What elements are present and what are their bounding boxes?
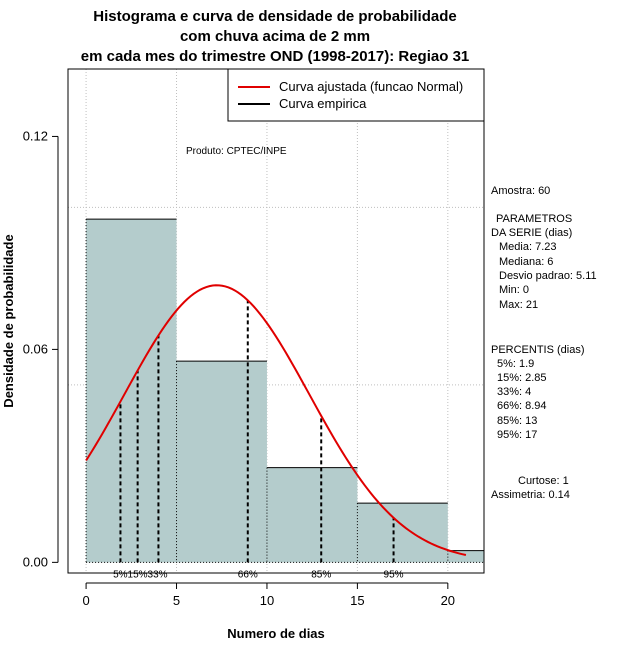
histogram-bar-0 bbox=[86, 219, 177, 563]
chart-title-line-3: em cada mes do trimestre OND (1998-2017)… bbox=[81, 48, 470, 65]
sample-size: Amostra: 60 bbox=[491, 185, 550, 197]
normal-curve-layer bbox=[85, 284, 467, 556]
param-median: Mediana: 6 bbox=[499, 256, 553, 268]
histogram-bar-4 bbox=[447, 550, 484, 563]
y-tick-label-1: 0.06 bbox=[23, 341, 48, 356]
percentile-5: 5%: 1.9 bbox=[497, 358, 534, 370]
y-axis-title: Densidade de probabilidade bbox=[1, 234, 16, 407]
histogram-bar-1 bbox=[176, 361, 267, 563]
histogram-bar-2 bbox=[266, 467, 358, 563]
chart-title-line-1: Histograma e curva de densidade de proba… bbox=[93, 8, 456, 25]
percentile-label-3: 95% bbox=[384, 569, 404, 580]
side-panel: Amostra: 60 PARAMETROS DA SERIE (dias) M… bbox=[491, 185, 597, 501]
product-annotation: Produto: CPTEC/INPE bbox=[186, 146, 287, 157]
y-tick-label-0: 0.00 bbox=[23, 554, 48, 569]
parameters-subtitle: DA SERIE (dias) bbox=[491, 227, 572, 239]
percentile-label-1: 66% bbox=[238, 569, 258, 580]
histogram-bar-3 bbox=[357, 503, 448, 563]
legend-label-empirical: Curva empirica bbox=[279, 96, 367, 111]
percentile-66: 66%: 8.94 bbox=[497, 400, 547, 412]
percentile-15: 15%: 2.85 bbox=[497, 372, 547, 384]
chart-title-line-2: com chuva acima de 2 mm bbox=[180, 28, 370, 45]
x-axis: 0 5 10 15 20 bbox=[82, 582, 455, 608]
parameters-title: PARAMETROS bbox=[496, 213, 572, 225]
x-tick-label-3: 15 bbox=[350, 593, 364, 608]
percentile-label-0: 5%15%33% bbox=[113, 569, 168, 580]
percentile-85: 85%: 13 bbox=[497, 415, 537, 427]
x-axis-title: Numero de dias bbox=[227, 626, 325, 641]
param-mean: Media: 7.23 bbox=[499, 241, 556, 253]
x-tick-label-0: 0 bbox=[82, 593, 89, 608]
kurtosis: Curtose: 1 bbox=[518, 475, 569, 487]
param-min: Min: 0 bbox=[499, 284, 529, 296]
skewness: Assimetria: 0.14 bbox=[491, 489, 570, 501]
percentiles-title: PERCENTIS (dias) bbox=[491, 344, 585, 356]
legend: Curva ajustada (funcao Normal) Curva emp… bbox=[227, 68, 485, 122]
percentile-lines: 5%15%33% 66% 85% 95% bbox=[113, 300, 404, 580]
x-tick-label-4: 20 bbox=[441, 593, 455, 608]
param-sd: Desvio padrao: 5.11 bbox=[499, 270, 597, 282]
legend-label-fitted: Curva ajustada (funcao Normal) bbox=[279, 79, 463, 94]
legend-box bbox=[227, 68, 485, 122]
normal-curve bbox=[85, 284, 467, 556]
x-tick-label-1: 5 bbox=[173, 593, 180, 608]
percentile-95: 95%: 17 bbox=[497, 429, 537, 441]
percentile-33: 33%: 4 bbox=[497, 386, 531, 398]
param-max: Max: 21 bbox=[499, 299, 538, 311]
percentile-label-2: 85% bbox=[311, 569, 331, 580]
histogram-bars bbox=[85, 218, 484, 563]
x-tick-label-2: 10 bbox=[260, 593, 274, 608]
y-tick-label-2: 0.12 bbox=[23, 128, 48, 143]
y-axis: 0.00 0.06 0.12 bbox=[23, 128, 59, 569]
